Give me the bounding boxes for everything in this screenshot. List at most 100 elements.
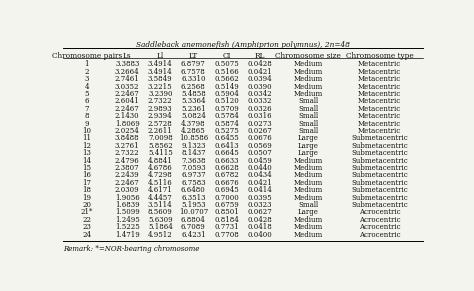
Text: 14: 14: [82, 157, 91, 165]
Text: 0.0323: 0.0323: [247, 201, 272, 209]
Text: 2.2467: 2.2467: [115, 105, 139, 113]
Text: 6.7089: 6.7089: [181, 223, 206, 231]
Text: Acrocentric: Acrocentric: [359, 208, 401, 217]
Text: 5.4858: 5.4858: [181, 90, 206, 98]
Text: Small: Small: [298, 201, 319, 209]
Text: 8.5609: 8.5609: [148, 208, 173, 217]
Text: 2.2611: 2.2611: [148, 127, 173, 135]
Text: Submetacentric: Submetacentric: [351, 201, 408, 209]
Text: Acrocentric: Acrocentric: [359, 230, 401, 239]
Text: 6.7578: 6.7578: [181, 68, 206, 76]
Text: 6.4231: 6.4231: [181, 230, 206, 239]
Text: 2.2467: 2.2467: [115, 179, 139, 187]
Text: Submetacentric: Submetacentric: [351, 157, 408, 165]
Text: 2: 2: [84, 68, 89, 76]
Text: Medium: Medium: [294, 179, 323, 187]
Text: Metacentric: Metacentric: [358, 105, 401, 113]
Text: 2.1430: 2.1430: [115, 112, 139, 120]
Text: 5.1953: 5.1953: [181, 201, 206, 209]
Text: 10.0707: 10.0707: [179, 208, 208, 217]
Text: Metacentric: Metacentric: [358, 112, 401, 120]
Text: Large: Large: [298, 149, 319, 157]
Text: 0.0332: 0.0332: [247, 97, 272, 105]
Text: 0.7000: 0.7000: [214, 194, 239, 202]
Text: 5.1864: 5.1864: [148, 223, 173, 231]
Text: Medium: Medium: [294, 230, 323, 239]
Text: 18: 18: [82, 186, 91, 194]
Text: Ls: Ls: [123, 52, 131, 60]
Text: 23: 23: [82, 223, 91, 231]
Text: 3.8488: 3.8488: [115, 134, 139, 142]
Text: Small: Small: [298, 127, 319, 135]
Text: 2.7322: 2.7322: [115, 149, 139, 157]
Text: 2.9893: 2.9893: [148, 105, 173, 113]
Text: 2.3807: 2.3807: [115, 164, 139, 172]
Text: 3.5114: 3.5114: [148, 201, 173, 209]
Text: 4.8841: 4.8841: [148, 157, 173, 165]
Text: 0.8184: 0.8184: [214, 216, 239, 224]
Text: Metacentric: Metacentric: [358, 75, 401, 83]
Text: 1.8069: 1.8069: [115, 120, 139, 128]
Text: 6.7583: 6.7583: [181, 179, 206, 187]
Text: 0.6759: 0.6759: [214, 201, 239, 209]
Text: 0.0267: 0.0267: [247, 127, 272, 135]
Text: 0.0428: 0.0428: [247, 216, 272, 224]
Text: Submetacentric: Submetacentric: [351, 164, 408, 172]
Text: 9: 9: [84, 120, 89, 128]
Text: 0.6645: 0.6645: [214, 149, 239, 157]
Text: 0.5166: 0.5166: [214, 68, 239, 76]
Text: 5.8562: 5.8562: [148, 142, 173, 150]
Text: 0.0421: 0.0421: [247, 179, 272, 187]
Text: 7.0098: 7.0098: [148, 134, 173, 142]
Text: 2.7322: 2.7322: [148, 97, 173, 105]
Text: 0.7731: 0.7731: [214, 223, 239, 231]
Text: 8.1437: 8.1437: [181, 149, 206, 157]
Text: 4.4457: 4.4457: [148, 194, 173, 202]
Text: 4.6171: 4.6171: [148, 186, 173, 194]
Text: Saddleback anemonefish (Amphiprion polymnus), 2n=48: Saddleback anemonefish (Amphiprion polym…: [136, 40, 350, 49]
Text: 0.6945: 0.6945: [214, 186, 239, 194]
Text: 3.2664: 3.2664: [115, 68, 139, 76]
Text: 1.4719: 1.4719: [115, 230, 139, 239]
Text: 3: 3: [85, 75, 89, 83]
Text: 0.5784: 0.5784: [214, 112, 239, 120]
Text: 0.0418: 0.0418: [247, 223, 272, 231]
Text: 2.5728: 2.5728: [148, 120, 173, 128]
Text: 0.0316: 0.0316: [247, 112, 272, 120]
Text: 24: 24: [82, 230, 91, 239]
Text: 0.5149: 0.5149: [214, 83, 239, 91]
Text: LT: LT: [189, 52, 198, 60]
Text: 0.0394: 0.0394: [247, 75, 272, 83]
Text: 0.0434: 0.0434: [247, 171, 272, 180]
Text: Medium: Medium: [294, 186, 323, 194]
Text: 0.0507: 0.0507: [247, 149, 272, 157]
Text: 3.4914: 3.4914: [148, 61, 173, 68]
Text: 2.9394: 2.9394: [148, 112, 173, 120]
Text: 0.0676: 0.0676: [247, 134, 272, 142]
Text: 5.6309: 5.6309: [148, 216, 173, 224]
Text: Small: Small: [298, 112, 319, 120]
Text: 5.2361: 5.2361: [181, 105, 206, 113]
Text: 0.0569: 0.0569: [247, 142, 272, 150]
Text: 2.0309: 2.0309: [115, 186, 139, 194]
Text: 1.6839: 1.6839: [115, 201, 139, 209]
Text: Large: Large: [298, 208, 319, 217]
Text: RL: RL: [254, 52, 264, 60]
Text: Medium: Medium: [294, 171, 323, 180]
Text: Metacentric: Metacentric: [358, 127, 401, 135]
Text: Medium: Medium: [294, 90, 323, 98]
Text: 7.0593: 7.0593: [181, 164, 206, 172]
Text: 4.7298: 4.7298: [148, 171, 173, 180]
Text: 3.5849: 3.5849: [148, 75, 173, 83]
Text: 1.5099: 1.5099: [115, 208, 139, 217]
Text: 0.0273: 0.0273: [247, 120, 272, 128]
Text: 15: 15: [82, 164, 91, 172]
Text: Acrocentric: Acrocentric: [359, 216, 401, 224]
Text: 11: 11: [82, 134, 91, 142]
Text: 0.0627: 0.0627: [247, 208, 272, 217]
Text: 2.6041: 2.6041: [115, 97, 139, 105]
Text: 7.3638: 7.3638: [181, 157, 206, 165]
Text: 0.0421: 0.0421: [247, 68, 272, 76]
Text: Large: Large: [298, 142, 319, 150]
Text: 0.5275: 0.5275: [214, 127, 239, 135]
